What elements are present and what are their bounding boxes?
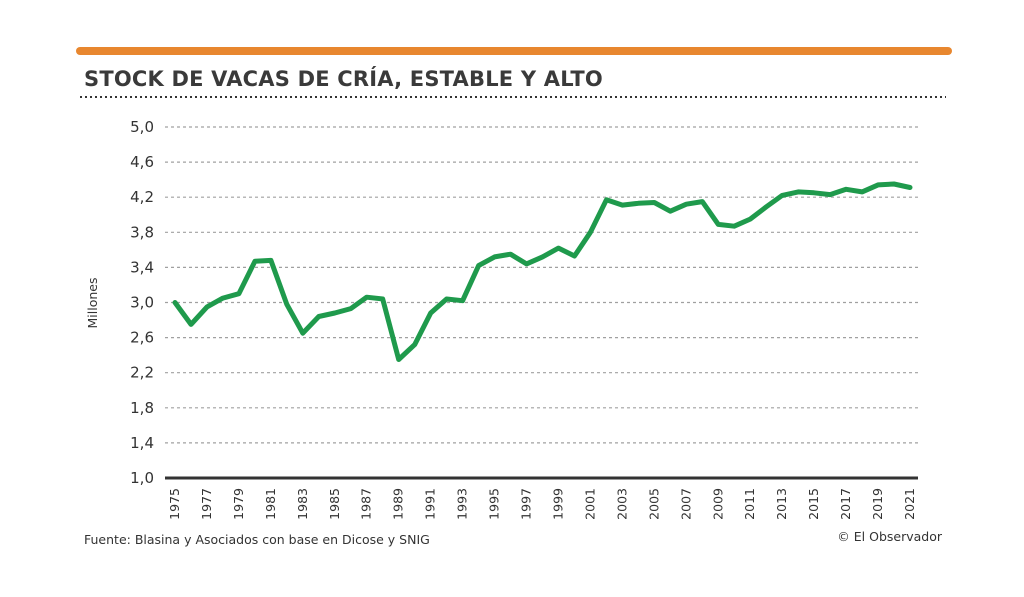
- y-tick-label: 5,0: [130, 118, 154, 136]
- accent-bar: [76, 47, 952, 55]
- source-note: Fuente: Blasina y Asociados con base en …: [84, 532, 430, 547]
- x-tick-label: 1989: [391, 488, 406, 520]
- y-tick-label: 3,4: [130, 258, 154, 276]
- y-tick-label: 2,2: [130, 364, 154, 382]
- x-tick-label: 1999: [550, 488, 565, 520]
- series-line: [172, 181, 913, 362]
- x-axis-ticks: 1975 1977 1979 1981 1983 1985 1987 1989 1991 1993…: [167, 488, 917, 520]
- y-tick-label: 2,6: [130, 329, 154, 347]
- x-tick-label: 2017: [838, 488, 853, 520]
- x-tick-label: 2011: [742, 488, 757, 520]
- y-tick-label: 3,8: [130, 223, 154, 241]
- x-tick-label: 2005: [646, 488, 661, 520]
- y-tick-label: 3,0: [130, 294, 154, 312]
- x-tick-label: 1983: [295, 488, 310, 520]
- x-tick-label: 2019: [870, 488, 885, 520]
- grid-lines: [165, 126, 918, 480]
- x-tick-label: 1987: [359, 488, 374, 520]
- x-tick-label: 1979: [231, 488, 246, 520]
- y-tick-label: 4,2: [130, 188, 154, 206]
- x-tick-label: 2001: [582, 488, 597, 520]
- chart-title: STOCK DE VACAS DE CRÍA, ESTABLE Y ALTO: [84, 66, 603, 91]
- x-tick-label: 1975: [167, 488, 182, 520]
- x-tick-label: 2021: [902, 488, 917, 520]
- x-tick-label: 2009: [710, 488, 725, 520]
- x-tick-label: 2003: [614, 488, 629, 520]
- y-tick-label: 1,4: [130, 434, 154, 452]
- x-tick-label: 2013: [774, 488, 789, 520]
- y-tick-label: 1,0: [130, 469, 154, 487]
- y-axis-label: Millones: [85, 278, 100, 329]
- x-tick-label: 1981: [263, 488, 278, 520]
- x-tick-label: 2015: [806, 488, 821, 520]
- x-tick-label: 1997: [519, 488, 534, 520]
- y-tick-label: 1,8: [130, 399, 154, 417]
- x-tick-label: 1985: [327, 488, 342, 520]
- y-axis-ticks: 1,0 1,4 1,8 2,2 2,6 3,0 3,4 3,8 4,2 4,6 5,0: [130, 118, 154, 487]
- series-layer: [172, 181, 913, 362]
- x-tick-label: 1991: [423, 488, 438, 520]
- y-tick-label: 4,6: [130, 153, 154, 171]
- credit-note: © El Observador: [837, 529, 943, 544]
- x-tick-label: 1995: [487, 488, 502, 520]
- x-tick-label: 2007: [678, 488, 693, 520]
- x-tick-label: 1977: [199, 488, 214, 520]
- x-tick-label: 1993: [455, 488, 470, 520]
